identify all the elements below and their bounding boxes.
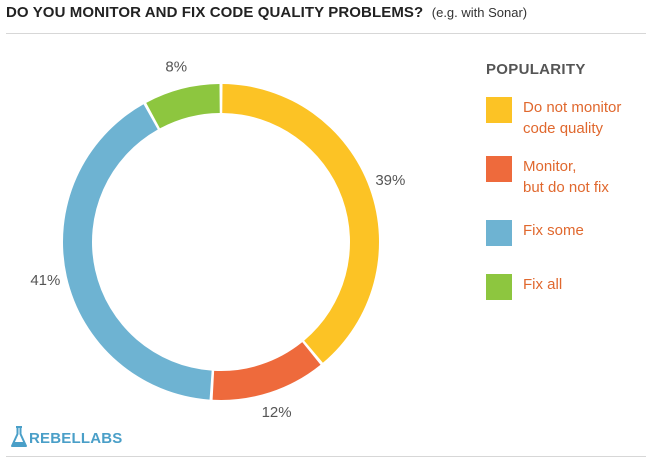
legend-title: POPULARITY xyxy=(486,61,586,78)
legend-swatch-fix-some xyxy=(486,220,512,246)
slice-fix-some xyxy=(62,104,212,400)
top-divider xyxy=(6,33,646,34)
legend-label-fix-all: Fix all xyxy=(523,276,563,293)
legend-swatch-fix-all xyxy=(486,274,512,300)
chart-subtitle: (e.g. with Sonar) xyxy=(431,5,528,20)
legend-label-do-not-monitor-line1: Do not monitor xyxy=(523,99,622,116)
value-label-monitor-no-fix: 12% xyxy=(262,404,292,420)
value-label-fix-some: 41% xyxy=(30,272,60,289)
slice-do-not-monitor xyxy=(222,84,380,363)
slice-monitor-no-fix xyxy=(212,342,321,400)
legend-label-monitor-no-fix-line2: but do not fix xyxy=(523,179,609,196)
donut-chart: 39% 12% 41% 8% xyxy=(30,59,405,420)
chart-title-row: DO YOU MONITOR AND FIX CODE QUALITY PROB… xyxy=(6,4,527,22)
logo-text: REBELLABS xyxy=(29,430,123,447)
bottom-divider xyxy=(6,456,646,457)
legend-label-monitor-no-fix-line1: Monitor, xyxy=(523,158,577,175)
value-label-fix-all: 8% xyxy=(165,59,187,76)
legend-swatch-do-not-monitor xyxy=(486,97,512,123)
legend-swatch-monitor-no-fix xyxy=(486,156,512,182)
chart-title: DO YOU MONITOR AND FIX CODE QUALITY PROB… xyxy=(6,4,424,21)
legend-label-fix-some: Fix some xyxy=(523,222,584,239)
legend-label-do-not-monitor-line2: code quality xyxy=(523,120,604,137)
slice-fix-all xyxy=(146,84,220,129)
flask-icon xyxy=(11,426,27,447)
value-label-do-not-monitor: 39% xyxy=(375,172,405,189)
